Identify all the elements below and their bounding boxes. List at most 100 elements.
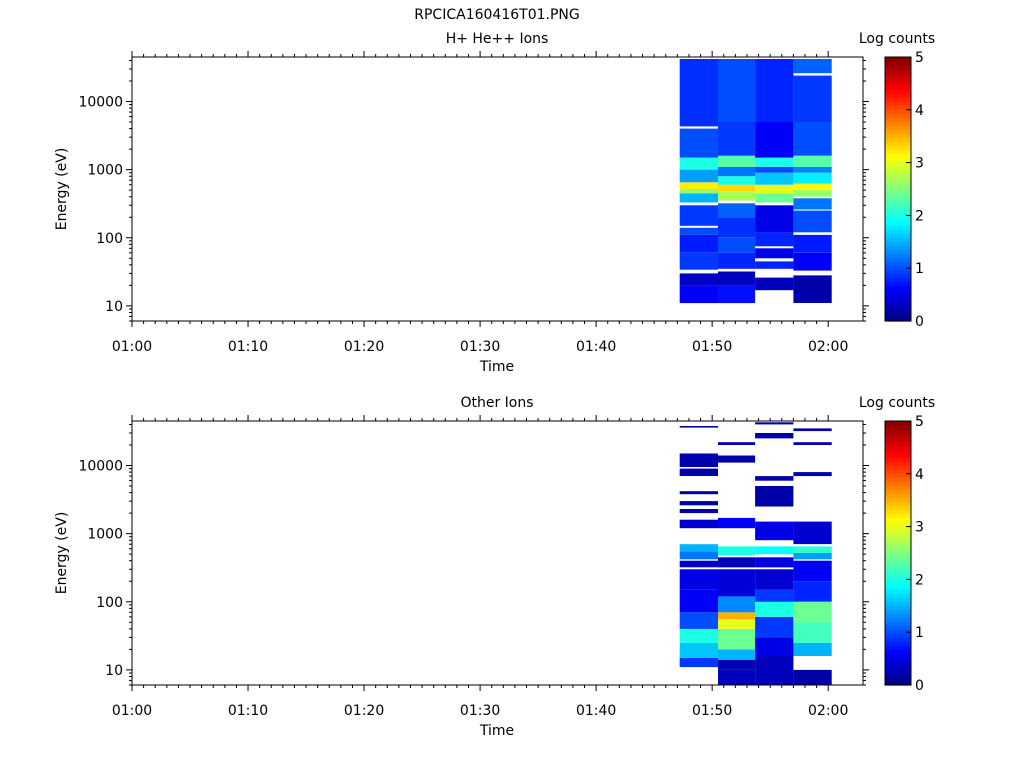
colorbar-label: Log counts [859, 31, 935, 47]
heatmap-cell [793, 442, 832, 445]
heatmap-cell [755, 546, 794, 555]
colorbar-segment [885, 109, 911, 114]
colorbar-segment [885, 121, 911, 126]
colorbar-segment [885, 133, 911, 138]
heatmap-cell [793, 183, 832, 191]
colorbar-segment [885, 313, 911, 318]
heatmap-cell [793, 428, 832, 432]
x-tick-label: 01:20 [344, 339, 384, 355]
colorbar-segment [885, 237, 911, 242]
colorbar-segment [885, 161, 911, 166]
colorbar-segment [885, 233, 911, 238]
heatmap-cell [718, 252, 756, 269]
x-tick-label: 01:50 [692, 339, 732, 355]
colorbar-segment [885, 261, 911, 266]
colorbar-segment [885, 65, 911, 70]
heatmap-cell [755, 486, 794, 507]
x-tick-label: 01:30 [460, 703, 500, 719]
colorbar-segment [885, 253, 911, 258]
colorbar-segment [885, 93, 911, 98]
heatmap-cell [679, 560, 718, 568]
heatmap-cell [793, 198, 832, 210]
colorbar-segment [885, 673, 911, 678]
colorbar-segment [885, 649, 911, 654]
colorbar-segment [885, 585, 911, 590]
heatmap-cell [718, 184, 756, 192]
colorbar-segment [885, 441, 911, 446]
colorbar-segment [885, 589, 911, 594]
heatmap-cell [755, 122, 794, 158]
heatmap-cell [718, 442, 756, 445]
figure-title: RPCICA160416T01.PNG [414, 7, 579, 23]
heatmap-cell [718, 455, 756, 463]
colorbar-segment [885, 505, 911, 510]
colorbar-segment [885, 577, 911, 582]
colorbar-segment [885, 201, 911, 206]
colorbar-segment [885, 117, 911, 122]
heatmap-cell [679, 509, 718, 514]
heatmap-cell [718, 612, 756, 620]
heatmap-cell [793, 581, 832, 602]
heatmap-cell [755, 601, 794, 617]
colorbar-tick-label: 4 [915, 103, 924, 119]
colorbar-segment [885, 453, 911, 458]
heatmap-cell [718, 596, 756, 613]
colorbar-segment [885, 165, 911, 170]
x-axis-ticks: 01:00 01:10 01:20 01:30 01:40 01:50 02:00 [112, 51, 848, 355]
heatmap-cell [793, 553, 832, 560]
heatmap-cell [755, 261, 794, 269]
colorbar-segment [885, 297, 911, 302]
colorbar-segment [885, 621, 911, 626]
heatmap-cell [679, 642, 718, 658]
colorbar-segment [885, 309, 911, 314]
y-tick-label: 1000 [87, 163, 123, 179]
heatmap-cell [679, 491, 718, 495]
heatmap-cell [793, 622, 832, 643]
colorbar-tick-label: 0 [915, 314, 924, 330]
panel-other-ions: Other Ions 01:00 01:10 01:20 01:30 01:40 01:5… [54, 395, 935, 739]
colorbar-segment [885, 69, 911, 74]
heatmap-cell [755, 59, 794, 122]
heatmap-cell [679, 205, 718, 226]
heatmap-cell [679, 182, 718, 189]
heatmap-cell [718, 557, 756, 568]
heatmap-cell [679, 59, 718, 127]
heatmap-cell [718, 285, 756, 304]
heatmap-cell [793, 472, 832, 477]
y-axis-label: Energy (eV) [54, 148, 70, 231]
colorbar-segment [885, 97, 911, 102]
colorbar-segment [885, 513, 911, 518]
colorbar-segment [885, 169, 911, 174]
colorbar-segment [885, 601, 911, 606]
heatmap-cell [793, 601, 832, 623]
colorbar-segment [885, 157, 911, 162]
heatmap-cell [793, 521, 832, 545]
colorbar-segment [885, 457, 911, 462]
heatmap-cell [755, 422, 794, 425]
heatmap-cell [755, 521, 794, 541]
colorbar-segment [885, 113, 911, 118]
x-tick-label: 01:20 [344, 703, 384, 719]
colorbar-segment [885, 497, 911, 502]
colorbar-segment [885, 285, 911, 290]
colorbar-segment [885, 617, 911, 622]
heatmap-cell [755, 172, 794, 185]
colorbar-segment [885, 481, 911, 486]
colorbar-segment [885, 189, 911, 194]
colorbar-segment [885, 305, 911, 310]
colorbar-segment [885, 445, 911, 450]
heatmap-cell [679, 227, 718, 235]
colorbar-segment [885, 81, 911, 86]
heatmap-cell [793, 166, 832, 173]
heatmap-cell [793, 210, 832, 233]
y-tick-label: 100 [96, 595, 123, 611]
x-tick-label: 02:00 [808, 339, 848, 355]
heatmap-cell [718, 271, 756, 286]
colorbar-segment [885, 485, 911, 490]
colorbar-segment [885, 613, 911, 618]
heatmap-cell [679, 128, 718, 158]
x-tick-label: 01:50 [692, 703, 732, 719]
colorbar-segment [885, 145, 911, 150]
colorbar-tick-label: 0 [915, 678, 924, 694]
